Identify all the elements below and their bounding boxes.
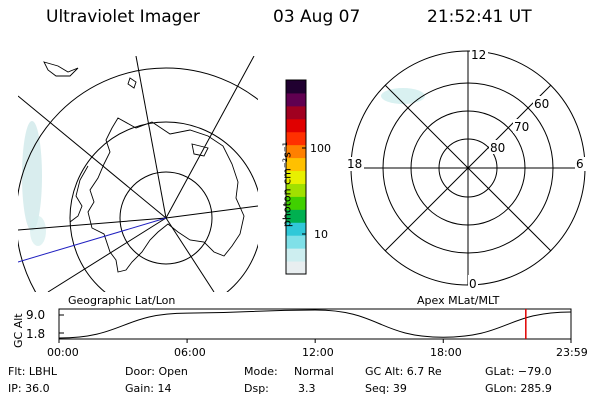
altitude-curve	[58, 309, 572, 339]
mlt-label-12: 12	[471, 48, 486, 62]
mlt-label-18: 18	[347, 157, 362, 171]
colorbar-gradient	[286, 80, 306, 275]
glat-info: GLat: −79.0	[485, 365, 552, 378]
mlat-label-60: 60	[534, 97, 549, 111]
instrument-title: Ultraviolet Imager	[46, 7, 200, 27]
geographic-map	[18, 56, 258, 292]
apex-label: Apex MLat/MLT	[417, 294, 500, 307]
mode-label: Mode:	[244, 365, 278, 378]
mlt-label-6: 6	[576, 157, 584, 171]
seq-info: Seq: 39	[365, 382, 407, 395]
altitude-plot: GC Alt 9.0 1.8	[12, 308, 572, 348]
coastline	[69, 165, 89, 223]
colorbar	[285, 79, 307, 275]
altitude-xtick-label: 00:00	[47, 346, 79, 359]
altitude-xtick-label: 18:00	[430, 346, 462, 359]
mlat-label-70: 70	[514, 120, 529, 134]
colorbar-tick-label: 10	[314, 228, 328, 241]
colorbar-segment	[286, 196, 306, 210]
colorbar-segment	[286, 235, 306, 249]
door-info: Door: Open	[125, 365, 188, 378]
time-label: 21:52:41 UT	[427, 7, 532, 27]
latitude-circle	[18, 67, 258, 292]
altitude-ytick-label: 1.8	[26, 327, 45, 341]
coastline	[43, 61, 79, 77]
glon-info: GLon: 285.9	[485, 382, 552, 395]
colorbar-segment	[286, 248, 306, 262]
latitude-circle	[69, 121, 258, 292]
filter-info: Flt: LBHL	[8, 365, 57, 378]
altitude-xtick-label: 23:59	[556, 346, 588, 359]
colorbar-segment	[286, 118, 306, 133]
colorbar-segment	[286, 261, 306, 275]
meridian-line	[18, 95, 167, 219]
latitude-circle	[119, 171, 213, 265]
altitude-ylabel: GC Alt	[12, 313, 25, 348]
mlt-label-0: 0	[469, 277, 477, 291]
colorbar-segment	[286, 183, 306, 197]
meridian-line	[135, 56, 167, 219]
coastline	[191, 143, 209, 157]
geographic-label: Geographic Lat/Lon	[68, 294, 176, 307]
mlt-line	[384, 84, 552, 252]
colorbar-segment	[286, 131, 306, 146]
colorbar-tick-label: 100	[310, 142, 331, 155]
colorbar-segment	[286, 80, 306, 94]
dsp-value: 3.3	[298, 382, 316, 395]
colorbar-segment	[286, 170, 306, 184]
colorbar-unit-label: photon cm⁻²s⁻¹	[280, 141, 294, 228]
meridian-line	[165, 205, 258, 219]
altitude-ytick-label: 9.0	[26, 308, 45, 322]
colorbar-segment	[286, 105, 306, 120]
colorbar-segment	[286, 157, 306, 172]
polar-plot: 12 18 6 0 60 70 80	[346, 48, 587, 291]
colorbar-frame	[285, 79, 307, 275]
coastline	[127, 77, 137, 89]
colorbar-segment	[286, 209, 306, 223]
colorbar-segment	[286, 144, 306, 159]
aurora-haze	[381, 88, 425, 104]
mode-value: Normal	[294, 365, 334, 378]
mlat-label-80: 80	[490, 141, 505, 155]
terminator-line	[18, 217, 167, 263]
altitude-xtick-label: 06:00	[174, 346, 206, 359]
gc-alt-info: GC Alt: 6.7 Re	[365, 365, 442, 378]
meridian-line	[165, 217, 215, 292]
ip-info: IP: 36.0	[8, 382, 50, 395]
colorbar-segment	[286, 222, 306, 236]
meridian-line	[47, 217, 167, 292]
coastline	[87, 117, 245, 273]
aurora-haze	[22, 121, 46, 246]
altitude-plot-frame	[58, 308, 572, 340]
dsp-label: Dsp:	[244, 382, 269, 395]
gain-info: Gain: 14	[125, 382, 172, 395]
date-label: 03 Aug 07	[273, 7, 361, 27]
altitude-xtick-label: 12:00	[302, 346, 334, 359]
meridian-line	[18, 217, 167, 231]
colorbar-segment	[286, 92, 306, 107]
